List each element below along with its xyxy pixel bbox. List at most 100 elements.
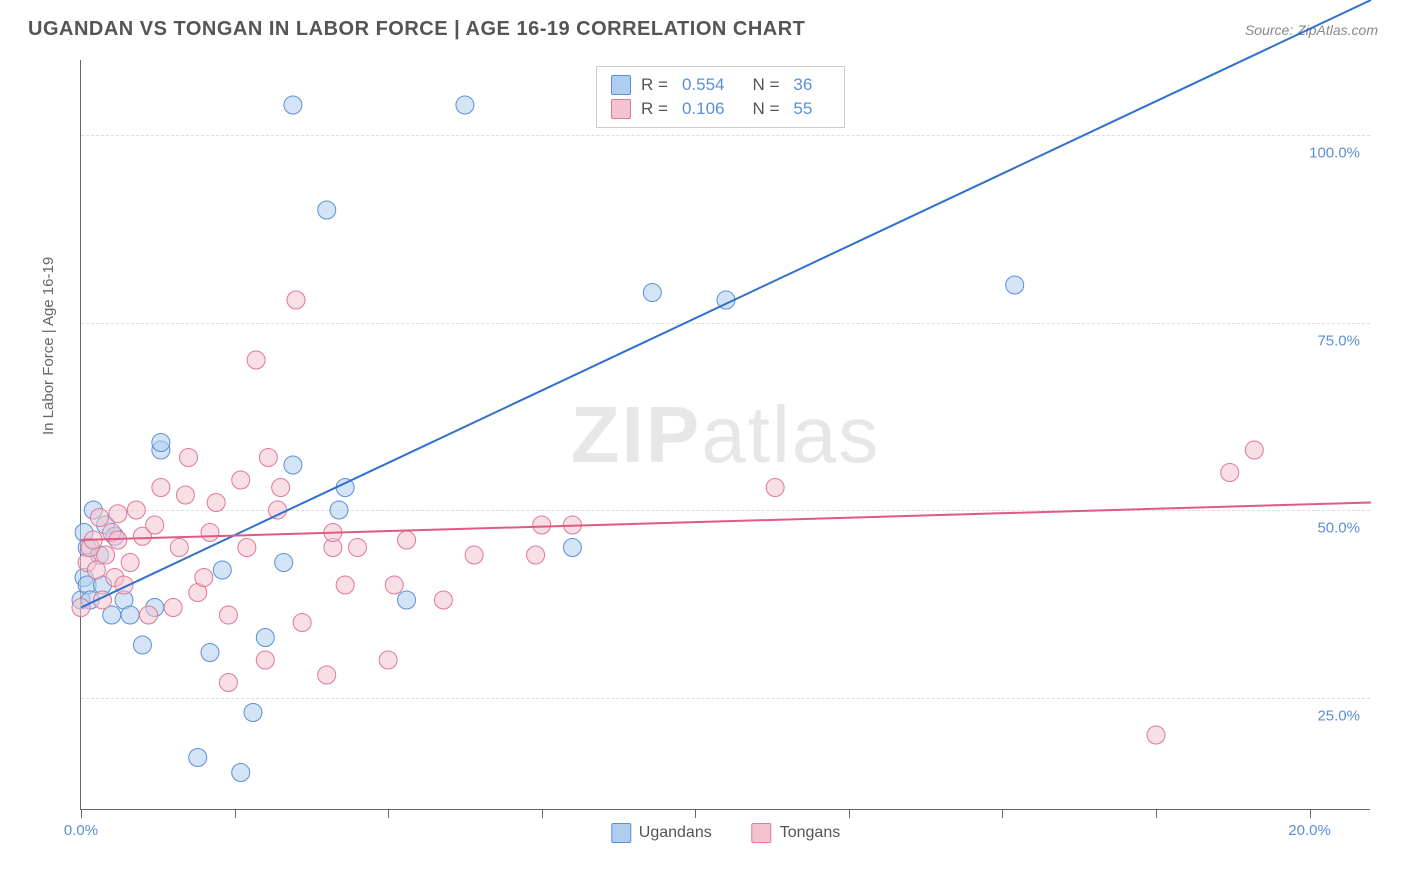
chart-container: In Labor Force | Age 16-19 ZIPatlas R = … xyxy=(50,60,1390,880)
data-point-tongans xyxy=(348,539,366,557)
data-point-ugandans xyxy=(318,201,336,219)
data-point-tongans xyxy=(109,505,127,523)
data-point-ugandans xyxy=(133,636,151,654)
y-tick-label: 75.0% xyxy=(1317,332,1360,349)
y-tick-label: 50.0% xyxy=(1317,520,1360,537)
series-legend: Ugandans Tongans xyxy=(611,823,840,843)
series-label: Ugandans xyxy=(639,824,712,842)
n-label: N = xyxy=(752,75,779,95)
data-point-tongans xyxy=(127,501,145,519)
series-label: Tongans xyxy=(780,824,841,842)
data-point-tongans xyxy=(259,449,277,467)
data-point-tongans xyxy=(533,516,551,534)
data-point-ugandans xyxy=(232,764,250,782)
data-point-tongans xyxy=(140,606,158,624)
data-point-tongans xyxy=(170,539,188,557)
data-point-ugandans xyxy=(152,434,170,452)
data-point-tongans xyxy=(219,606,237,624)
data-point-tongans xyxy=(195,569,213,587)
data-point-ugandans xyxy=(275,554,293,572)
data-point-tongans xyxy=(1147,726,1165,744)
r-value: 0.106 xyxy=(682,99,725,119)
x-tick-label: 20.0% xyxy=(1288,822,1331,839)
data-point-ugandans xyxy=(1006,276,1024,294)
plot-svg xyxy=(81,60,1370,809)
data-point-ugandans xyxy=(201,644,219,662)
correlation-row: R = 0.554 N = 36 xyxy=(611,73,830,97)
data-point-tongans xyxy=(207,494,225,512)
data-point-ugandans xyxy=(189,749,207,767)
data-point-ugandans xyxy=(284,456,302,474)
x-tick xyxy=(1310,809,1311,818)
series-legend-item: Ugandans xyxy=(611,823,712,843)
series-legend-item: Tongans xyxy=(752,823,841,843)
x-tick xyxy=(1002,809,1003,818)
x-tick xyxy=(235,809,236,818)
data-point-tongans xyxy=(152,479,170,497)
correlation-legend: R = 0.554 N = 36 R = 0.106 N = 55 xyxy=(596,66,845,128)
data-point-tongans xyxy=(293,614,311,632)
data-point-tongans xyxy=(1245,441,1263,459)
data-point-ugandans xyxy=(456,96,474,114)
plot-area: ZIPatlas R = 0.554 N = 36 R = 0.106 N = … xyxy=(80,60,1370,810)
r-label: R = xyxy=(641,75,668,95)
y-tick-label: 25.0% xyxy=(1317,707,1360,724)
data-point-ugandans xyxy=(121,606,139,624)
data-point-ugandans xyxy=(398,591,416,609)
data-point-tongans xyxy=(121,554,139,572)
r-value: 0.554 xyxy=(682,75,725,95)
x-tick xyxy=(1156,809,1157,818)
data-point-tongans xyxy=(164,599,182,617)
x-tick-label: 0.0% xyxy=(64,822,98,839)
data-point-ugandans xyxy=(213,561,231,579)
data-point-tongans xyxy=(336,576,354,594)
legend-swatch xyxy=(611,99,631,119)
y-axis-label: In Labor Force | Age 16-19 xyxy=(40,257,57,435)
data-point-tongans xyxy=(90,509,108,527)
data-point-ugandans xyxy=(643,284,661,302)
n-value: 36 xyxy=(793,75,812,95)
data-point-tongans xyxy=(219,674,237,692)
data-point-tongans xyxy=(379,651,397,669)
data-point-tongans xyxy=(287,291,305,309)
source-label: Source: ZipAtlas.com xyxy=(1245,22,1378,38)
data-point-ugandans xyxy=(330,501,348,519)
data-point-ugandans xyxy=(563,539,581,557)
correlation-row: R = 0.106 N = 55 xyxy=(611,97,830,121)
data-point-tongans xyxy=(201,524,219,542)
data-point-tongans xyxy=(247,351,265,369)
data-point-tongans xyxy=(434,591,452,609)
data-point-tongans xyxy=(398,531,416,549)
n-value: 55 xyxy=(793,99,812,119)
data-point-tongans xyxy=(272,479,290,497)
data-point-tongans xyxy=(465,546,483,564)
r-label: R = xyxy=(641,99,668,119)
legend-swatch xyxy=(611,823,631,843)
data-point-tongans xyxy=(318,666,336,684)
data-point-tongans xyxy=(1221,464,1239,482)
data-point-tongans xyxy=(269,501,287,519)
data-point-tongans xyxy=(97,546,115,564)
data-point-tongans xyxy=(146,516,164,534)
data-point-tongans xyxy=(232,471,250,489)
y-tick-label: 100.0% xyxy=(1309,145,1360,162)
x-tick xyxy=(849,809,850,818)
data-point-tongans xyxy=(180,449,198,467)
data-point-tongans xyxy=(385,576,403,594)
data-point-tongans xyxy=(527,546,545,564)
data-point-tongans xyxy=(238,539,256,557)
n-label: N = xyxy=(752,99,779,119)
data-point-tongans xyxy=(256,651,274,669)
data-point-ugandans xyxy=(256,629,274,647)
x-tick xyxy=(695,809,696,818)
x-tick xyxy=(81,809,82,818)
legend-swatch xyxy=(611,75,631,95)
data-point-ugandans xyxy=(244,704,262,722)
x-tick xyxy=(388,809,389,818)
data-point-tongans xyxy=(766,479,784,497)
x-tick xyxy=(542,809,543,818)
data-point-tongans xyxy=(176,486,194,504)
chart-title: UGANDAN VS TONGAN IN LABOR FORCE | AGE 1… xyxy=(28,18,805,41)
legend-swatch xyxy=(752,823,772,843)
data-point-ugandans xyxy=(284,96,302,114)
